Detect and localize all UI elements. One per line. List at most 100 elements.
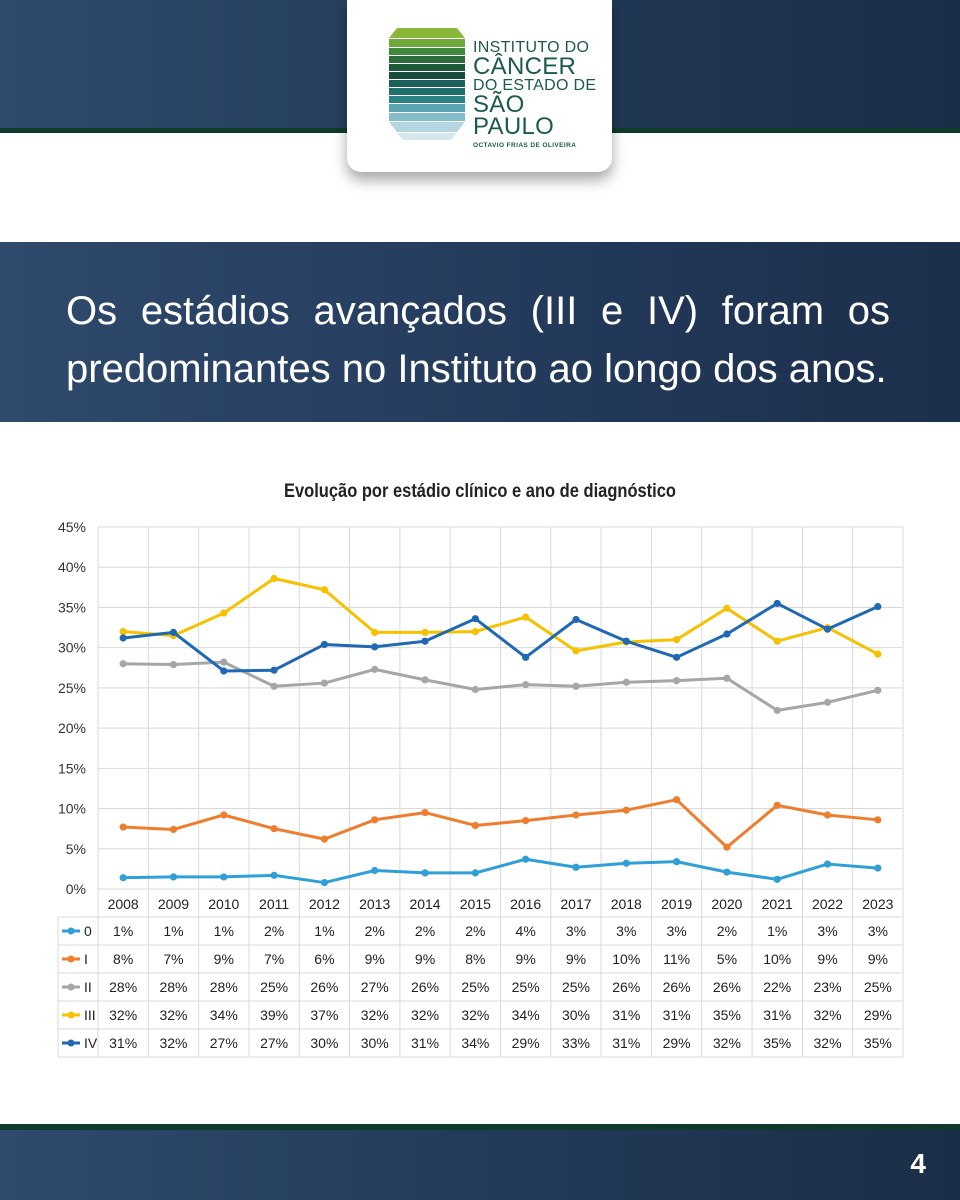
data-point-II bbox=[270, 682, 278, 690]
data-point-I bbox=[622, 806, 630, 814]
data-label: 9% bbox=[817, 951, 837, 967]
legend-label: 0 bbox=[84, 923, 92, 939]
data-label: 33% bbox=[562, 1035, 590, 1051]
data-point-0 bbox=[823, 860, 832, 868]
y-tick-label: 15% bbox=[58, 760, 86, 776]
data-point-0 bbox=[270, 871, 278, 879]
legend-key-marker bbox=[67, 1011, 75, 1019]
y-tick-label: 20% bbox=[58, 720, 86, 736]
data-point-II bbox=[371, 665, 379, 673]
x-tick-label: 2022 bbox=[812, 896, 843, 912]
data-point-II bbox=[320, 679, 329, 687]
series-line-III bbox=[121, 576, 880, 656]
data-label: 35% bbox=[763, 1035, 791, 1051]
legend-key-marker bbox=[67, 983, 75, 991]
data-point-II bbox=[874, 686, 882, 694]
data-point-III bbox=[320, 586, 329, 594]
data-point-0 bbox=[572, 863, 580, 871]
headline-text: Os estádios avançados (III e IV) foram o… bbox=[66, 289, 890, 391]
data-label: 2% bbox=[465, 923, 485, 939]
data-point-IV bbox=[320, 640, 329, 649]
chart-title: Evolução por estádio clínico e ano de di… bbox=[284, 481, 676, 502]
data-label: 9% bbox=[516, 951, 536, 967]
data-label: 32% bbox=[159, 1007, 187, 1023]
legend-label: IV bbox=[84, 1035, 98, 1051]
data-label: 4% bbox=[516, 923, 536, 939]
data-point-IV bbox=[169, 628, 178, 636]
data-label: 3% bbox=[868, 923, 888, 939]
x-tick-label: 2020 bbox=[711, 896, 742, 912]
data-point-III bbox=[723, 604, 731, 612]
data-label: 31% bbox=[109, 1035, 137, 1051]
data-point-I bbox=[270, 825, 278, 833]
data-label: 26% bbox=[663, 979, 691, 995]
series-line-0 bbox=[121, 857, 880, 885]
y-tick-label: 45% bbox=[58, 519, 86, 535]
x-tick-label: 2010 bbox=[208, 896, 239, 912]
data-point-II bbox=[169, 660, 178, 669]
x-tick-label: 2019 bbox=[661, 896, 692, 912]
x-tick-label: 2011 bbox=[259, 896, 289, 912]
data-label: 22% bbox=[763, 979, 791, 995]
legend-key-marker bbox=[67, 927, 75, 935]
data-point-II bbox=[522, 681, 530, 689]
data-label: 9% bbox=[214, 951, 234, 967]
data-label: 37% bbox=[310, 1007, 338, 1023]
data-label: 28% bbox=[210, 979, 238, 995]
data-label: 25% bbox=[512, 979, 540, 995]
data-point-I bbox=[119, 823, 127, 831]
data-label: 34% bbox=[512, 1007, 540, 1023]
data-point-0 bbox=[371, 866, 379, 875]
data-label: 7% bbox=[163, 951, 183, 967]
data-point-I bbox=[874, 816, 882, 824]
data-point-I bbox=[471, 821, 479, 830]
data-point-II bbox=[672, 677, 681, 685]
data-point-I bbox=[672, 796, 681, 804]
data-label: 29% bbox=[864, 1007, 892, 1023]
data-point-IV bbox=[874, 603, 882, 611]
data-label: 32% bbox=[361, 1007, 389, 1023]
data-label: 25% bbox=[864, 979, 892, 995]
data-label: 30% bbox=[361, 1035, 389, 1051]
x-tick-label: 2009 bbox=[158, 896, 189, 912]
data-label: 29% bbox=[663, 1035, 691, 1051]
data-point-II bbox=[823, 698, 832, 706]
data-label: 3% bbox=[666, 923, 686, 939]
x-tick-label: 2017 bbox=[560, 896, 591, 912]
data-label: 27% bbox=[210, 1035, 238, 1051]
data-point-I bbox=[823, 811, 832, 819]
data-label: 39% bbox=[260, 1007, 288, 1023]
chart-area: Evolução por estádio clínico e ano de di… bbox=[0, 450, 960, 1090]
data-label: 1% bbox=[113, 923, 133, 939]
bottom-divider bbox=[0, 1124, 960, 1130]
data-label: 6% bbox=[314, 951, 334, 967]
x-tick-label: 2018 bbox=[611, 896, 642, 912]
data-label: 7% bbox=[264, 951, 284, 967]
data-label: 10% bbox=[612, 951, 640, 967]
data-label: 25% bbox=[461, 979, 489, 995]
data-point-0 bbox=[622, 859, 630, 867]
x-tick-label: 2012 bbox=[309, 896, 340, 912]
data-label: 32% bbox=[159, 1035, 187, 1051]
data-point-IV bbox=[371, 643, 379, 651]
data-label: 31% bbox=[763, 1007, 791, 1023]
y-tick-label: 10% bbox=[58, 801, 86, 817]
data-label: 8% bbox=[113, 951, 133, 967]
data-point-I bbox=[320, 835, 329, 843]
logo-card: INSTITUTO DO CÂNCER DO ESTADO DE SÃO PAU… bbox=[347, 0, 612, 172]
data-point-IV bbox=[421, 637, 429, 645]
data-label: 10% bbox=[763, 951, 791, 967]
data-label: 9% bbox=[566, 951, 586, 967]
data-label: 30% bbox=[562, 1007, 590, 1023]
data-point-III bbox=[421, 628, 429, 636]
data-point-II bbox=[723, 674, 731, 682]
data-point-IV bbox=[119, 634, 127, 642]
series-line-I bbox=[121, 798, 880, 849]
legend-label: I bbox=[84, 951, 88, 967]
data-point-II bbox=[622, 678, 630, 686]
data-label: 26% bbox=[612, 979, 640, 995]
x-tick-label: 2013 bbox=[359, 896, 390, 912]
headline-banner: Os estádios avançados (III e IV) foram o… bbox=[0, 242, 960, 422]
data-point-I bbox=[572, 811, 580, 819]
data-point-IV bbox=[572, 615, 580, 624]
